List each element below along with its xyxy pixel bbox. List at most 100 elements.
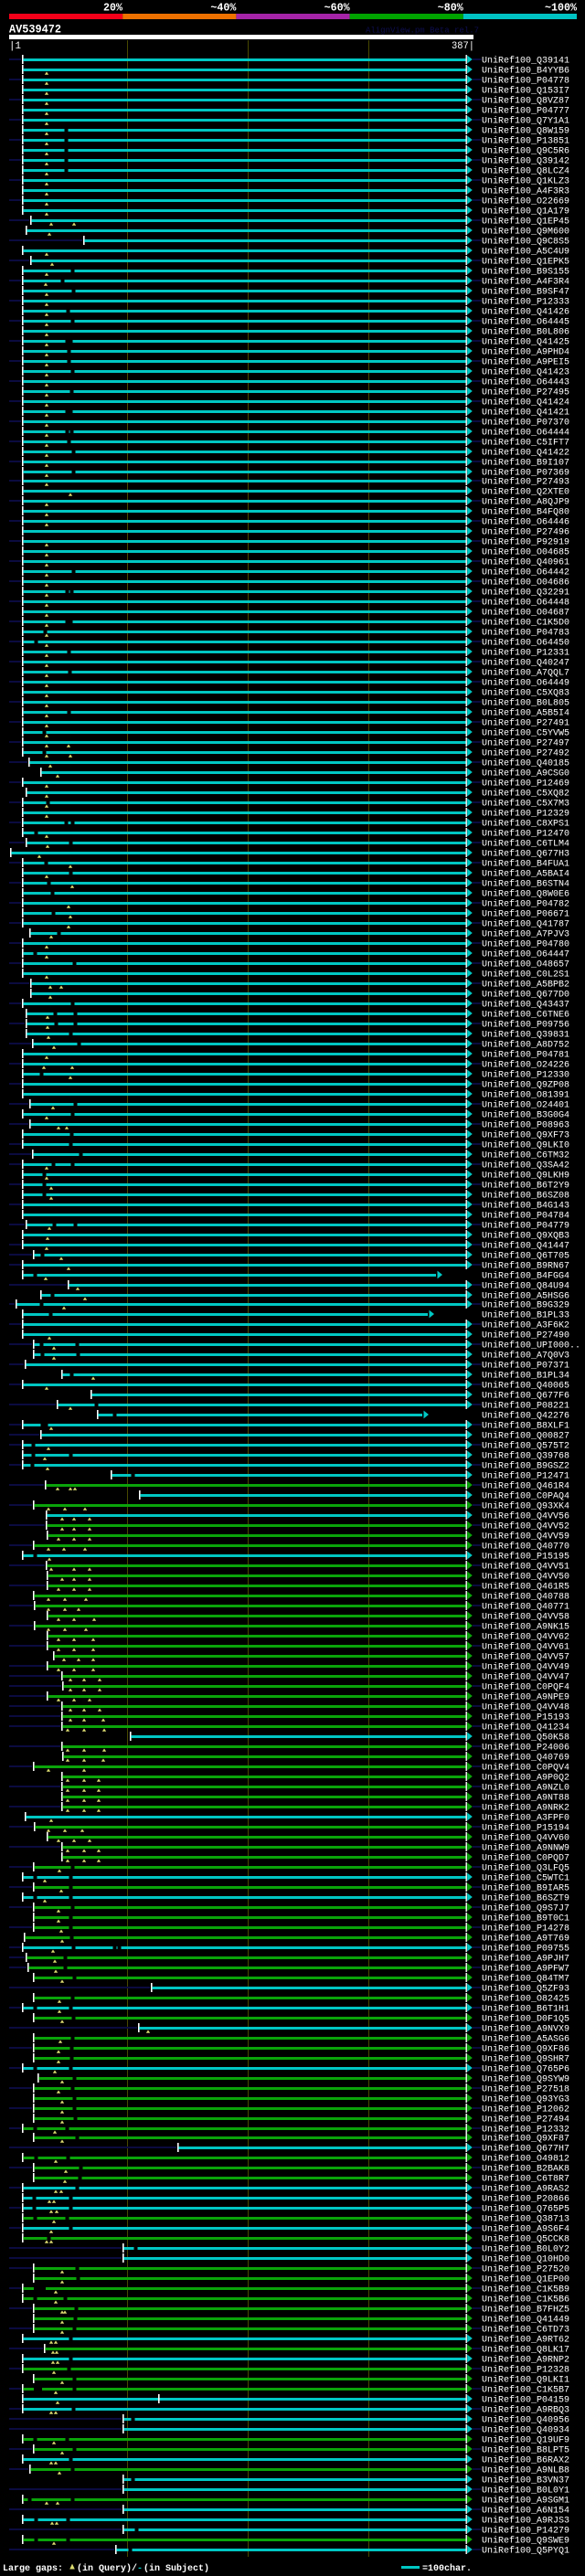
svg-text:UniRef100_UPI000..: UniRef100_UPI000.. [482, 1341, 580, 1352]
svg-text:UniRef100_Q40065: UniRef100_Q40065 [482, 1381, 569, 1392]
svg-text:UniRef100_P12062: UniRef100_P12062 [482, 2104, 569, 2115]
svg-text:UniRef100_Q41424: UniRef100_Q41424 [482, 398, 569, 408]
svg-text:UniRef100_A9NRK2: UniRef100_A9NRK2 [482, 1803, 569, 1814]
svg-text:UniRef100_P12331: UniRef100_P12331 [482, 648, 569, 659]
svg-text:UniRef100_A9NLB8: UniRef100_A9NLB8 [482, 2465, 569, 2476]
svg-text:UniRef100_Q38713: UniRef100_Q38713 [482, 2214, 569, 2225]
svg-text:UniRef100_Q1EPK5: UniRef100_Q1EPK5 [482, 257, 569, 268]
svg-text:UniRef100_Q41447: UniRef100_Q41447 [482, 1241, 569, 1252]
svg-text:UniRef100_O82425: UniRef100_O82425 [482, 1994, 569, 2005]
svg-text:UniRef100_Q43437: UniRef100_Q43437 [482, 1000, 569, 1011]
svg-text:UniRef100_Q4VV58: UniRef100_Q4VV58 [482, 1612, 569, 1623]
svg-text:UniRef100_Q41422: UniRef100_Q41422 [482, 448, 569, 459]
svg-text:UniRef100_Q8LCZ4: UniRef100_Q8LCZ4 [482, 166, 569, 177]
svg-text:UniRef100_Q1KLZ3: UniRef100_Q1KLZ3 [482, 176, 569, 187]
svg-text:387|: 387| [452, 41, 474, 52]
svg-text:UniRef100_B0L806: UniRef100_B0L806 [482, 327, 569, 338]
svg-text:UniRef100_P15195: UniRef100_P15195 [482, 1552, 569, 1563]
svg-text:UniRef100_Q8LK17: UniRef100_Q8LK17 [482, 2345, 569, 2356]
svg-text:UniRef100_B8XLF1: UniRef100_B8XLF1 [482, 1421, 569, 1432]
svg-text:UniRef100_A7Q0V3: UniRef100_A7Q0V3 [482, 1351, 569, 1362]
svg-text:UniRef100_Q9SHR7: UniRef100_Q9SHR7 [482, 2054, 569, 2065]
svg-text:UniRef100_P14278: UniRef100_P14278 [482, 1924, 569, 1935]
svg-text:UniRef100_Q41426: UniRef100_Q41426 [482, 307, 569, 318]
svg-text:UniRef100_A6N154: UniRef100_A6N154 [482, 2506, 569, 2517]
svg-text:UniRef100_Q6T705: UniRef100_Q6T705 [482, 1251, 569, 1262]
svg-text:UniRef100_P27490: UniRef100_P27490 [482, 1330, 569, 1341]
svg-text:UniRef100_Q39831: UniRef100_Q39831 [482, 1030, 569, 1041]
svg-text:UniRef100_P24006: UniRef100_P24006 [482, 1743, 569, 1754]
svg-text:UniRef100_Q3SA42: UniRef100_Q3SA42 [482, 1161, 569, 1171]
svg-text:UniRef100_B4YYB6: UniRef100_B4YYB6 [482, 66, 569, 77]
svg-text:UniRef100_B0L0Y1: UniRef100_B0L0Y1 [482, 2486, 569, 2496]
svg-text:UniRef100_P20866: UniRef100_P20866 [482, 2194, 569, 2205]
svg-text:UniRef100_A9P0Q2: UniRef100_A9P0Q2 [482, 1773, 569, 1784]
svg-text:UniRef100_B9G329: UniRef100_B9G329 [482, 1300, 569, 1311]
svg-text:UniRef100_C5YVW5: UniRef100_C5YVW5 [482, 728, 569, 739]
svg-text:UniRef100_Q3LFQ5: UniRef100_Q3LFQ5 [482, 1863, 569, 1874]
svg-text:UniRef100_Q5ZF93: UniRef100_Q5ZF93 [482, 1984, 569, 1995]
svg-text:UniRef100_B0L0Y2: UniRef100_B0L0Y2 [482, 2244, 569, 2255]
svg-text:UniRef100_Q39142: UniRef100_Q39142 [482, 156, 569, 167]
svg-text:-: - [137, 2564, 143, 2574]
svg-text:UniRef100_P27520: UniRef100_P27520 [482, 2264, 569, 2275]
svg-text:Large gaps:: Large gaps: [3, 2564, 63, 2574]
svg-text:UniRef100_Q4VV61: UniRef100_Q4VV61 [482, 1642, 569, 1653]
svg-text:UniRef100_Q9LKI1: UniRef100_Q9LKI1 [482, 2375, 569, 2386]
svg-text:UniRef100_P27493: UniRef100_P27493 [482, 477, 569, 488]
svg-text:UniRef100_O48657: UniRef100_O48657 [482, 959, 569, 970]
svg-text:UniRef100_P06671: UniRef100_P06671 [482, 909, 569, 920]
svg-text:UniRef100_Q9XQB3: UniRef100_Q9XQB3 [482, 1231, 569, 1242]
svg-text:UniRef100_Q9C8S5: UniRef100_Q9C8S5 [482, 237, 569, 248]
svg-text:UniRef100_O64442: UniRef100_O64442 [482, 567, 569, 578]
svg-text:UniRef100_B6SZT9: UniRef100_B6SZT9 [482, 1893, 569, 1904]
svg-text:UniRef100_C8XPS1: UniRef100_C8XPS1 [482, 819, 569, 830]
svg-text:UniRef100_Q4VV52: UniRef100_Q4VV52 [482, 1521, 569, 1532]
svg-text:UniRef100_B0L805: UniRef100_B0L805 [482, 698, 569, 709]
svg-text:UniRef100_P14279: UniRef100_P14279 [482, 2526, 569, 2537]
svg-text:UniRef100_P04778: UniRef100_P04778 [482, 76, 569, 87]
svg-text:UniRef100_B9SF47: UniRef100_B9SF47 [482, 287, 569, 298]
svg-text:UniRef100_Q5CCK8: UniRef100_Q5CCK8 [482, 2234, 569, 2245]
svg-text:(in Subject): (in Subject) [144, 2563, 209, 2574]
svg-text:UniRef100_Q9XF87: UniRef100_Q9XF87 [482, 2134, 569, 2145]
svg-text:UniRef100_A9NVX9: UniRef100_A9NVX9 [482, 2024, 569, 2035]
svg-text:UniRef100_P09755: UniRef100_P09755 [482, 1944, 569, 1955]
svg-text:UniRef100_A9NZL0: UniRef100_A9NZL0 [482, 1783, 569, 1794]
svg-text:UniRef100_Q40247: UniRef100_Q40247 [482, 658, 569, 669]
svg-text:UniRef100_P27497: UniRef100_P27497 [482, 738, 569, 749]
svg-text:UniRef100_P27518: UniRef100_P27518 [482, 2084, 569, 2095]
svg-text:UniRef100_Q00827: UniRef100_Q00827 [482, 1431, 569, 1442]
svg-text:UniRef100_A5BAI4: UniRef100_A5BAI4 [482, 869, 569, 880]
svg-text:UniRef100_Q9SYW9: UniRef100_Q9SYW9 [482, 2074, 569, 2085]
svg-text:UniRef100_P04784: UniRef100_P04784 [482, 1211, 569, 1222]
svg-text:UniRef100_O64449: UniRef100_O64449 [482, 678, 569, 689]
svg-text:UniRef100_Q677D0: UniRef100_Q677D0 [482, 990, 569, 1001]
svg-text:UniRef100_Q10HD0: UniRef100_Q10HD0 [482, 2254, 569, 2265]
svg-text:UniRef100_Q9LKI0: UniRef100_Q9LKI0 [482, 1140, 569, 1151]
svg-text:UniRef100_P04783: UniRef100_P04783 [482, 628, 569, 639]
svg-text:UniRef100_A9RNP2: UniRef100_A9RNP2 [482, 2355, 569, 2366]
svg-text:UniRef100_A9RT62: UniRef100_A9RT62 [482, 2335, 569, 2346]
svg-text:UniRef100_P12471: UniRef100_P12471 [482, 1471, 569, 1482]
svg-text:UniRef100_Q50K58: UniRef100_Q50K58 [482, 1733, 569, 1744]
svg-text:UniRef100_A9PJH7: UniRef100_A9PJH7 [482, 1954, 569, 1965]
svg-text:~60%: ~60% [324, 2, 351, 15]
svg-text:UniRef100_Q9S7J7: UniRef100_Q9S7J7 [482, 1903, 569, 1914]
svg-text:UniRef100_A4F3R3: UniRef100_A4F3R3 [482, 186, 569, 197]
svg-text:UniRef100_B9S155: UniRef100_B9S155 [482, 267, 569, 278]
svg-text:UniRef100_Q40961: UniRef100_Q40961 [482, 557, 569, 568]
svg-text:~80%: ~80% [438, 2, 464, 15]
svg-text:UniRef100_B6T1H1: UniRef100_B6T1H1 [482, 2004, 569, 2015]
svg-text:UniRef100_A9NNW9: UniRef100_A9NNW9 [482, 1843, 569, 1854]
svg-text:UniRef100_Q153I7: UniRef100_Q153I7 [482, 86, 569, 97]
svg-text:UniRef100_Q40788: UniRef100_Q40788 [482, 1592, 569, 1603]
svg-text:UniRef100_A3FPF0: UniRef100_A3FPF0 [482, 1813, 569, 1824]
svg-text:UniRef100_A9PEI5: UniRef100_A9PEI5 [482, 357, 569, 368]
svg-text:UniRef100_O64447: UniRef100_O64447 [482, 949, 569, 960]
svg-text:UniRef100_A9CSG0: UniRef100_A9CSG0 [482, 769, 569, 779]
svg-text:UniRef100_Q4VV59: UniRef100_Q4VV59 [482, 1532, 569, 1542]
svg-text:UniRef100_A9RAS2: UniRef100_A9RAS2 [482, 2184, 569, 2195]
svg-text:UniRef100_A9NPE9: UniRef100_A9NPE9 [482, 1692, 569, 1703]
svg-text:UniRef100_Q8VZ87: UniRef100_Q8VZ87 [482, 96, 569, 107]
